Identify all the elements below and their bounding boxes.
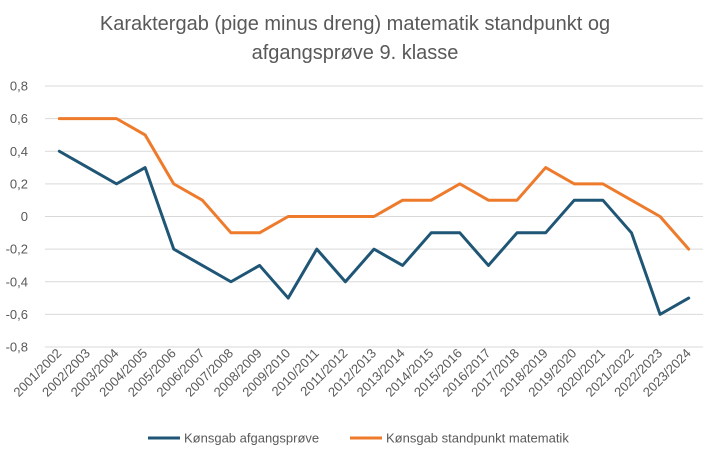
legend: Kønsgab afgangsprøve Kønsgab standpunkt m… [148,431,569,446]
y-tick-label: 0,6 [10,111,28,126]
chart-title-line-2: afgangsprøve 9. klasse [251,42,459,64]
y-tick-label: 0,2 [10,176,28,191]
y-tick-label: -0,6 [6,307,28,322]
y-tick-label: -0,4 [6,274,28,289]
y-tick-label: -0,2 [6,242,28,257]
x-axis: 2001/20022002/20032003/20042004/20052005… [10,346,693,400]
y-tick-label: 0,4 [10,144,28,159]
y-axis: 0,8 0,6 0,4 0,2 0 -0,2 -0,4 -0,6 -0,8 [6,79,28,355]
legend-label: Kønsgab standpunkt matematik [386,431,569,446]
series-line-2 [57,117,691,251]
chart-title-line-1: Karaktergab (pige minus dreng) matematik… [99,13,611,35]
series-lines [57,117,691,316]
chart-title: Karaktergab (pige minus dreng) matematik… [0,10,710,68]
y-tick-label: 0 [21,209,28,224]
legend-label: Kønsgab afgangsprøve [184,431,319,446]
series-line-1 [57,149,691,316]
y-tick-label: 0,8 [10,79,28,94]
y-tick-label: -0,8 [6,340,28,355]
